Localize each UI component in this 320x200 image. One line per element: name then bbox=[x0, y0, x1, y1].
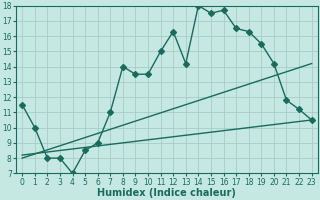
X-axis label: Humidex (Indice chaleur): Humidex (Indice chaleur) bbox=[98, 188, 236, 198]
